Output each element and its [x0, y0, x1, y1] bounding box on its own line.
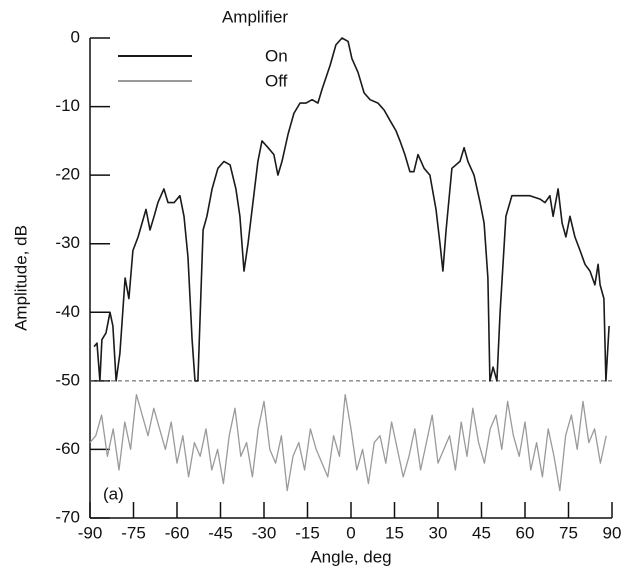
y-tick-label: -30 [55, 233, 80, 252]
y-tick-label: -70 [55, 507, 80, 526]
y-axis-label: Amplitude, dB [11, 225, 30, 331]
x-tick-label: 0 [346, 523, 355, 542]
y-tick-label: -10 [55, 96, 80, 115]
x-tick-label: 90 [603, 523, 622, 542]
y-tick-label: -60 [55, 439, 80, 458]
series-line [89, 393, 607, 492]
legend-label: On [265, 46, 288, 65]
x-tick-label: 60 [516, 523, 535, 542]
x-tick-label: -15 [295, 523, 320, 542]
y-tick-label: -40 [55, 302, 80, 321]
y-tick-label: -20 [55, 165, 80, 184]
x-tick-label: 30 [429, 523, 448, 542]
x-tick-label: -60 [165, 523, 190, 542]
x-tick-label: 15 [385, 523, 404, 542]
x-axis-label: Angle, deg [310, 547, 391, 566]
series-line [93, 37, 610, 382]
x-tick-label: -30 [252, 523, 277, 542]
x-tick-label: 45 [472, 523, 491, 542]
x-tick-label: -90 [78, 523, 103, 542]
y-tick-label: 0 [71, 27, 80, 46]
legend-title: Amplifier [222, 7, 288, 26]
x-tick-label: 75 [559, 523, 578, 542]
x-tick-label: -75 [121, 523, 146, 542]
legend-label: Off [265, 71, 288, 90]
annotation: (a) [103, 484, 124, 503]
y-tick-label: -50 [55, 370, 80, 389]
x-tick-label: -45 [208, 523, 233, 542]
